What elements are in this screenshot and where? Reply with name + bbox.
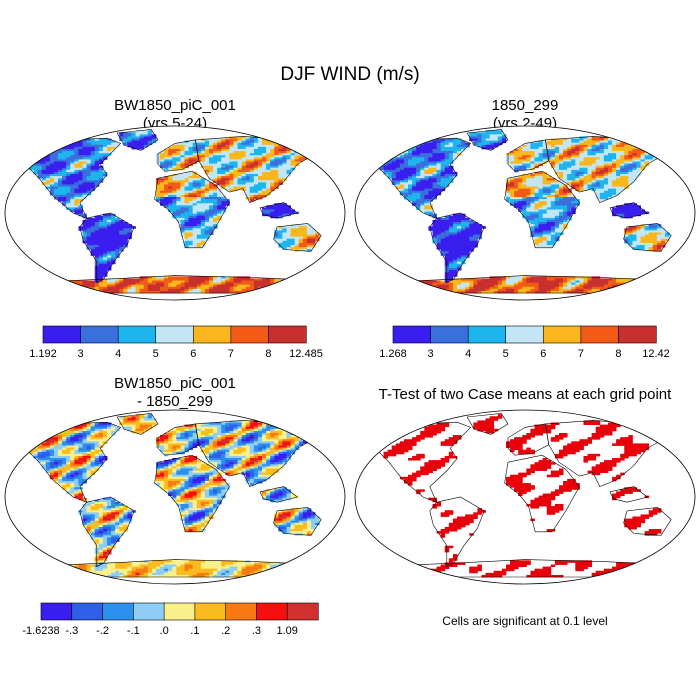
panel-title-line1: 1850_299 — [491, 97, 559, 114]
colorbar-label: 5 — [503, 348, 509, 360]
coastline-australia — [623, 223, 672, 252]
colorbar-swatch — [618, 325, 657, 344]
colorbar-swatch — [163, 602, 196, 621]
coastline-africa — [504, 454, 580, 533]
colorbar-swatch — [194, 602, 227, 621]
colorbar-label: -.3 — [65, 625, 78, 637]
colorbar-label: 7 — [578, 348, 584, 360]
coastline-europe — [507, 423, 550, 456]
coastline-north-america — [375, 421, 472, 503]
colorbar-label: 6 — [190, 348, 196, 360]
colorbar-swatch — [133, 602, 165, 621]
map-border — [354, 125, 696, 301]
map-panel-case2 — [355, 126, 695, 300]
coastline-greenland — [116, 129, 159, 151]
colorbar-label: 1.268 — [379, 348, 407, 360]
colorbar-label: -1.6238 — [22, 625, 59, 637]
colorbar-swatch — [40, 602, 73, 621]
coastline-europe — [157, 139, 200, 172]
coastline-indonesia — [259, 202, 299, 219]
colorbar-label: 5 — [153, 348, 159, 360]
colorbar-swatch — [225, 602, 258, 621]
figure-title: DJF WIND (m/s) — [280, 64, 420, 85]
colorbar-label: 7 — [228, 348, 234, 360]
colorbar-swatch — [256, 602, 288, 621]
coastline-north-america — [375, 137, 472, 219]
panel-title-ttest: T-Test of two Case means at each grid po… — [355, 386, 695, 404]
colorbar-swatch — [102, 602, 134, 621]
coastline-europe — [507, 139, 550, 172]
colorbar-swatch — [42, 325, 82, 344]
colorbar-swatch — [392, 325, 432, 344]
colorbar-case1: 1.192 3 4 5 6 7 8 12.485 — [29, 325, 323, 360]
panel-title-difference: BW1850_piC_001 - 1850_299 — [40, 375, 310, 411]
panel-title-line1: BW1850_piC_001 — [114, 97, 236, 114]
colorbar-label: 8 — [615, 348, 621, 360]
map-border — [4, 409, 346, 585]
colorbar-swatch — [71, 602, 104, 621]
colorbar-swatch — [230, 325, 270, 344]
colorbar-difference: -1.6238 -.3 -.2 -.1 .0 .1 .2 .3 1.09 — [22, 602, 319, 637]
colorbar-label: .0 — [160, 625, 169, 637]
colorbar-case2: 1.268 3 4 5 6 7 8 12.42 — [379, 325, 670, 360]
colorbar-label: 4 — [115, 348, 121, 360]
colorbar-swatch — [286, 602, 319, 621]
colorbar-label: 12.485 — [289, 348, 323, 360]
coastline-north-america — [25, 421, 122, 503]
colorbar-label: -.1 — [127, 625, 140, 637]
panel-title-line1: BW1850_piC_001 — [114, 375, 236, 392]
colorbar-swatch — [505, 325, 544, 344]
coastline-indonesia — [609, 486, 649, 503]
colorbar-swatch — [155, 325, 194, 344]
colorbar-label: -.2 — [96, 625, 109, 637]
colorbar-label: 12.42 — [642, 348, 670, 360]
colorbar-swatch — [117, 325, 157, 344]
coastline-indonesia — [609, 202, 649, 219]
coastline-indonesia — [259, 486, 299, 503]
colorbar-label: 1.09 — [277, 625, 298, 637]
coastline-africa — [504, 170, 580, 249]
map-border — [354, 409, 696, 585]
colorbar-label: 4 — [465, 348, 471, 360]
map-panel-difference — [5, 410, 345, 584]
coastline-north-america — [25, 137, 122, 219]
colorbar-swatch — [80, 325, 119, 344]
coastline-australia — [273, 507, 322, 536]
colorbar-swatch — [580, 325, 620, 344]
colorbar-swatch — [467, 325, 507, 344]
coastline-greenland — [466, 413, 509, 435]
colorbar-label: .3 — [252, 625, 261, 637]
panel-title-line2: - 1850_299 — [137, 393, 213, 410]
colorbar-label: 1.192 — [29, 348, 57, 360]
significance-note: Cells are significant at 0.1 level — [442, 614, 608, 628]
coastline-greenland — [466, 129, 509, 151]
colorbar-swatch — [268, 325, 307, 344]
panel-title-line1: T-Test of two Case means at each grid po… — [378, 386, 672, 403]
map-panel-ttest — [355, 410, 695, 584]
coastline-australia — [273, 223, 322, 252]
coastline-africa — [154, 170, 230, 249]
colorbar-swatch — [542, 325, 582, 344]
colorbar-label: 3 — [78, 348, 84, 360]
colorbar-label: .1 — [190, 625, 199, 637]
map-panel-case1 — [5, 126, 345, 300]
coastline-africa — [154, 454, 230, 533]
colorbar-swatch — [430, 325, 469, 344]
colorbar-label: .2 — [221, 625, 230, 637]
colorbar-label: 6 — [540, 348, 546, 360]
map-border — [4, 125, 346, 301]
colorbar-label: 3 — [428, 348, 434, 360]
colorbar-swatch — [192, 325, 232, 344]
coastline-greenland — [116, 413, 159, 435]
coastline-australia — [623, 507, 672, 536]
colorbar-label: 8 — [265, 348, 271, 360]
coastline-europe — [157, 423, 200, 456]
